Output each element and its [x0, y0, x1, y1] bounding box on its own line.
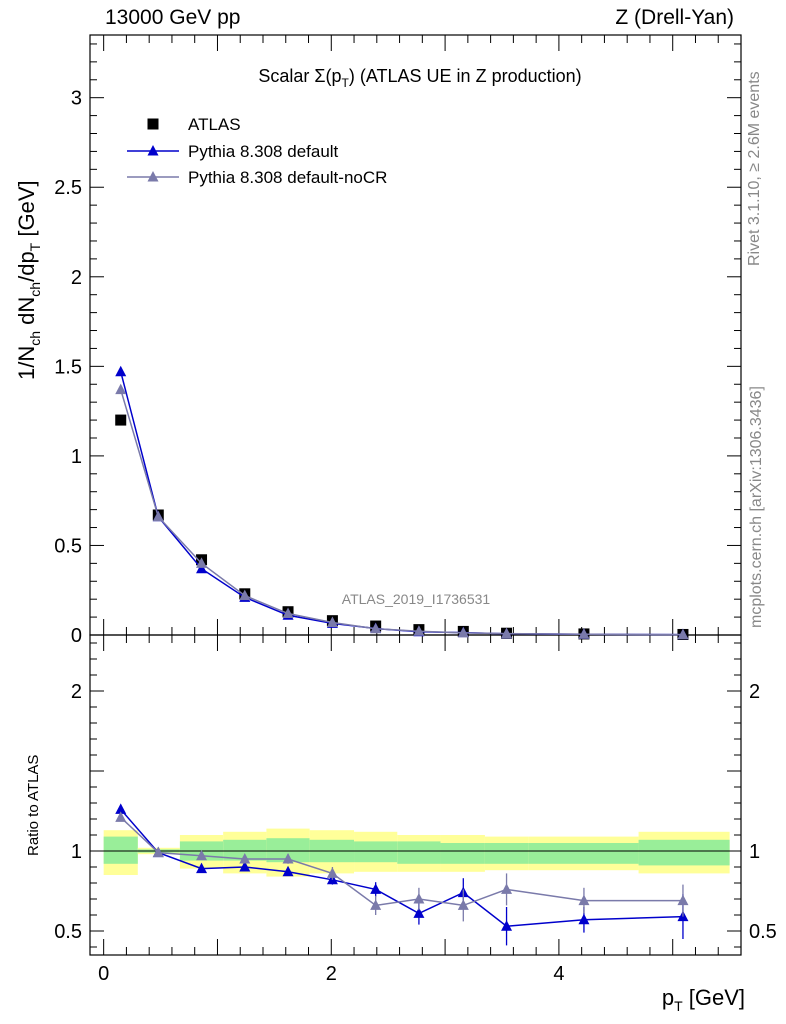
ratio-series-point	[370, 883, 382, 894]
band-inner	[440, 843, 485, 864]
ratio-y-tick-label-right: 0.5	[749, 921, 777, 943]
ratio-y-axis-label: Ratio to ATLAS	[25, 755, 42, 856]
ratio-series-point	[239, 861, 251, 872]
ratio-y-tick-label-right: 1	[749, 841, 760, 863]
x-tick-label: 4	[553, 963, 564, 985]
ratio-series-point	[578, 894, 590, 906]
analysis-tag: ATLAS_2019_I1736531	[342, 591, 491, 607]
main-series-point	[457, 626, 469, 638]
band-inner	[223, 839, 267, 861]
band-inner	[528, 843, 639, 864]
main-series-point	[578, 628, 590, 639]
ratio-series-point	[152, 846, 164, 858]
main-series-point	[413, 625, 425, 636]
main-series-point	[501, 627, 513, 639]
ratio-series-point	[578, 913, 590, 925]
main-series-point	[115, 365, 127, 377]
main-series-point	[282, 607, 294, 619]
main-y-tick-label: 2.5	[54, 177, 82, 199]
ratio-series-point	[677, 894, 689, 906]
legend-marker	[147, 171, 159, 182]
main-y-axis-label: 1/Nch dNch/dpT [GeV]	[14, 180, 43, 380]
band-inner	[484, 843, 529, 864]
x-axis-label: pT [GeV]	[662, 985, 745, 1014]
main-series-point	[326, 616, 338, 627]
main-series-point	[115, 383, 127, 395]
ratio-series-point	[239, 853, 251, 864]
ratio-series-point	[413, 893, 425, 904]
chart-title: Scalar Σ(pT) (ATLAS UE in Z production)	[258, 66, 581, 90]
main-y-tick-label: 3	[71, 88, 82, 110]
legend-label: ATLAS	[188, 115, 241, 134]
ratio-frame	[89, 634, 742, 956]
axes: 0 0.5 1 1.5 2 2.5 3 0 2 4 0.5 0.5 1 1 2 2	[54, 34, 777, 985]
ratio-series-point	[370, 899, 382, 910]
svg-text:1/Nch dNch/dpT [GeV]: 1/Nch dNch/dpT [GeV]	[14, 180, 43, 380]
main-y-tick-label: 1.5	[54, 356, 82, 378]
ratio-y-tick-label-right: 2	[749, 681, 760, 703]
main-series-point	[152, 510, 164, 522]
ratio-y-tick-label: 2	[71, 681, 82, 703]
main-series-point	[677, 628, 689, 640]
ratio-series-point	[457, 899, 469, 910]
legend-label: Pythia 8.308 default	[188, 142, 339, 161]
ratio-series-point	[501, 883, 513, 894]
legend-marker	[147, 118, 159, 130]
ratio-series-point	[196, 849, 208, 861]
band-inner	[354, 841, 398, 863]
x-tick-label: 2	[326, 963, 337, 985]
mcplots-label: mcplots.cern.ch [arXiv:1306.3436]	[748, 386, 765, 628]
svg-text:Ratio to ATLAS: Ratio to ATLAS	[25, 755, 42, 856]
ratio-series-point	[196, 862, 208, 874]
ratio-series-point	[501, 920, 513, 931]
ratio-series-line	[120, 808, 683, 927]
main-y-tick-label: 0	[71, 625, 82, 647]
main-y-tick-label: 0.5	[54, 535, 82, 557]
main-y-tick-label: 2	[71, 267, 82, 289]
legend-label: Pythia 8.308 default-noCR	[188, 168, 387, 187]
ratio-uncertainty-bands	[90, 828, 741, 877]
ratio-series-point	[115, 811, 127, 822]
rivet-label: Rivet 3.1.10, ≥ 2.6M events	[746, 71, 763, 266]
ratio-series-line	[120, 816, 683, 907]
ratio-y-tick-label: 0.5	[54, 921, 82, 943]
ratio-y-tick-label: 1	[71, 841, 82, 863]
atlas-data-point	[115, 414, 127, 426]
header-left: 13000 GeV pp	[105, 6, 241, 29]
main-series-point	[239, 589, 251, 601]
band-inner	[397, 841, 441, 864]
header-right: Z (Drell-Yan)	[615, 6, 734, 29]
main-series-line	[120, 389, 683, 636]
ratio-series-point	[282, 865, 294, 877]
chart-series	[115, 365, 689, 946]
main-series-point	[196, 562, 208, 574]
main-series-point	[196, 557, 208, 568]
legend: ATLAS Pythia 8.308 default Pythia 8.308 de…	[127, 115, 387, 187]
main-y-tick-label: 1	[71, 446, 82, 468]
legend-marker	[147, 145, 159, 156]
band-inner	[638, 839, 730, 866]
ratio-series-point	[282, 853, 294, 864]
x-tick-label: 0	[98, 963, 109, 985]
ratio-series-point	[115, 803, 127, 814]
band-inner	[103, 836, 138, 864]
ratio-series-point	[413, 907, 425, 918]
main-series-point	[370, 622, 382, 634]
ratio-series-point	[326, 867, 338, 878]
